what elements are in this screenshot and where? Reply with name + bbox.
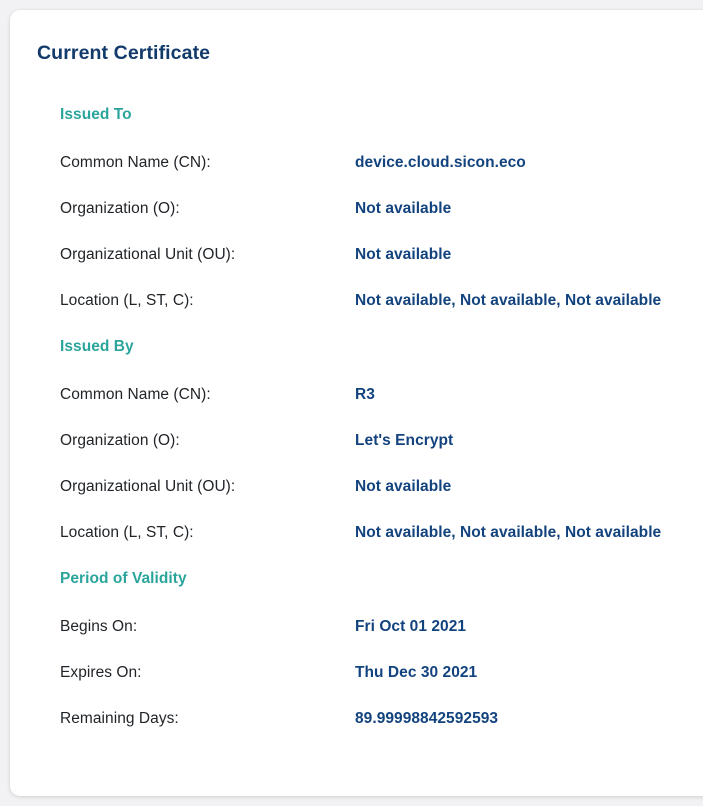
detail-row: Organization (O): Not available bbox=[10, 186, 703, 232]
detail-label: Remaining Days: bbox=[60, 710, 179, 727]
detail-label: Organizational Unit (OU): bbox=[60, 478, 236, 495]
detail-row: Remaining Days: 89.99998842592593 bbox=[10, 696, 703, 742]
detail-row: Expires On: Thu Dec 30 2021 bbox=[10, 650, 703, 696]
detail-value: Not available, Not available, Not availa… bbox=[355, 292, 662, 309]
detail-value: Not available bbox=[355, 200, 452, 217]
detail-value: Fri Oct 01 2021 bbox=[355, 618, 467, 635]
detail-label: Begins On: bbox=[60, 618, 138, 635]
section-period-of-validity: Period of Validity Begins On: Fri Oct 01… bbox=[10, 570, 703, 742]
detail-value: Not available, Not available, Not availa… bbox=[355, 524, 662, 541]
section-issued-by: Issued By Common Name (CN): R3 Organizat… bbox=[10, 338, 703, 556]
detail-value: 89.99998842592593 bbox=[355, 710, 499, 727]
detail-label: Organization (O): bbox=[60, 432, 180, 449]
detail-row: Common Name (CN): device.cloud.sicon.eco bbox=[10, 140, 703, 186]
detail-value: Not available bbox=[355, 478, 452, 495]
page-title: Current Certificate bbox=[37, 42, 211, 64]
detail-value: Not available bbox=[355, 246, 452, 263]
detail-label: Organizational Unit (OU): bbox=[60, 246, 236, 263]
section-heading-period-of-validity: Period of Validity bbox=[60, 570, 187, 587]
detail-label: Location (L, ST, C): bbox=[60, 524, 194, 541]
certificate-sections: Issued To Common Name (CN): device.cloud… bbox=[10, 106, 703, 742]
current-certificate-card: Current Certificate Issued To Common Nam… bbox=[10, 10, 703, 796]
section-issued-to: Issued To Common Name (CN): device.cloud… bbox=[10, 106, 703, 324]
detail-row: Location (L, ST, C): Not available, Not … bbox=[10, 510, 703, 556]
detail-row: Location (L, ST, C): Not available, Not … bbox=[10, 278, 703, 324]
detail-value: Let's Encrypt bbox=[355, 432, 454, 449]
detail-label: Common Name (CN): bbox=[60, 154, 211, 171]
detail-label: Organization (O): bbox=[60, 200, 180, 217]
detail-value: device.cloud.sicon.eco bbox=[355, 154, 526, 171]
detail-row: Organizational Unit (OU): Not available bbox=[10, 464, 703, 510]
detail-value: R3 bbox=[355, 386, 375, 403]
section-heading-issued-by: Issued By bbox=[60, 338, 134, 355]
detail-value: Thu Dec 30 2021 bbox=[355, 664, 478, 681]
detail-row: Organizational Unit (OU): Not available bbox=[10, 232, 703, 278]
detail-label: Expires On: bbox=[60, 664, 142, 681]
detail-label: Location (L, ST, C): bbox=[60, 292, 194, 309]
section-heading-issued-to: Issued To bbox=[60, 106, 132, 123]
detail-label: Common Name (CN): bbox=[60, 386, 211, 403]
detail-row: Organization (O): Let's Encrypt bbox=[10, 418, 703, 464]
detail-row: Common Name (CN): R3 bbox=[10, 372, 703, 418]
detail-row: Begins On: Fri Oct 01 2021 bbox=[10, 604, 703, 650]
